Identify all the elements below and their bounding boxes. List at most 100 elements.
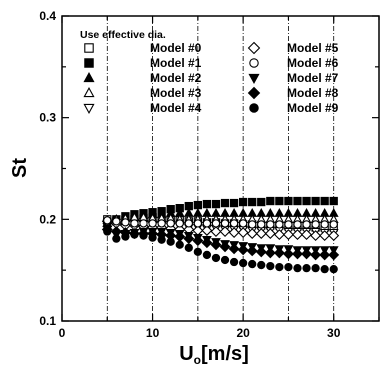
- data-point: [229, 257, 239, 267]
- data-point: [246, 228, 258, 240]
- data-point: [301, 229, 313, 241]
- data-point: [248, 259, 257, 269]
- data-point: [310, 230, 322, 242]
- data-point: [211, 199, 221, 209]
- x-axis-title-main: U: [179, 343, 193, 365]
- y-axis-title: St: [9, 158, 31, 178]
- data-point: [320, 220, 329, 229]
- x-tick-label: 10: [146, 326, 160, 340]
- data-point: [329, 196, 338, 206]
- data-point: [329, 220, 338, 229]
- data-point: [148, 233, 157, 242]
- data-point: [329, 264, 338, 274]
- data-point: [229, 219, 239, 228]
- data-point: [121, 232, 130, 241]
- data-point: [210, 226, 222, 237]
- legend-entry: Model #2: [83, 71, 202, 85]
- data-point: [166, 237, 175, 246]
- data-point: [319, 249, 331, 261]
- legend-label: Model #7: [287, 71, 339, 85]
- data-point: [220, 219, 230, 228]
- data-point: [175, 240, 184, 249]
- data-point: [184, 219, 193, 228]
- series-9: [103, 227, 338, 274]
- data-point: [257, 197, 266, 207]
- data-point: [275, 220, 284, 229]
- data-point: [202, 250, 212, 260]
- data-point: [193, 247, 203, 257]
- grid-lines: [106, 16, 335, 321]
- data-point: [130, 230, 139, 239]
- data-point: [320, 196, 329, 206]
- data-point: [246, 245, 258, 257]
- legend-entry: Model #5: [247, 41, 339, 55]
- y-tick-label: 0.4: [39, 9, 56, 23]
- data-point: [228, 243, 240, 255]
- data-point: [201, 237, 213, 249]
- data-point: [320, 264, 329, 274]
- series-6: [103, 216, 338, 229]
- data-point: [248, 197, 257, 207]
- data-point: [130, 219, 139, 228]
- data-point: [293, 220, 302, 229]
- legend-marker: [84, 58, 94, 68]
- legend-entry: Model #8: [247, 86, 339, 100]
- data-point: [255, 246, 267, 258]
- y-tick-label: 0.2: [39, 212, 56, 226]
- data-point: [121, 218, 130, 227]
- data-point: [284, 262, 293, 272]
- data-point: [202, 219, 212, 228]
- data-point: [229, 198, 239, 208]
- x-axis-title-subscript: o: [194, 353, 201, 367]
- legend-entry: Model #1: [84, 56, 202, 70]
- data-point: [302, 263, 311, 273]
- legend-entry: Model #4: [83, 101, 202, 115]
- legend-marker: [249, 58, 259, 68]
- x-axis-title-unit: [m/s]: [201, 343, 249, 365]
- data-point: [266, 261, 275, 271]
- data-point: [219, 241, 231, 253]
- legend-label: Model #9: [287, 101, 339, 115]
- data-point: [238, 258, 248, 268]
- data-point: [302, 220, 311, 229]
- legend-entry: Model #3: [83, 86, 202, 100]
- data-point: [166, 219, 175, 228]
- data-point: [273, 229, 285, 241]
- data-point: [310, 249, 322, 261]
- data-point: [292, 229, 303, 241]
- data-point: [292, 248, 303, 260]
- data-point: [284, 196, 293, 206]
- data-point: [311, 220, 320, 229]
- y-tick-label: 0.1: [39, 314, 56, 328]
- data-point: [193, 200, 203, 210]
- data-point: [220, 198, 230, 208]
- data-point: [139, 219, 148, 228]
- legend-marker: [247, 86, 261, 100]
- legend-label: Model #6: [287, 56, 339, 70]
- data-point: [193, 219, 203, 228]
- data-point: [266, 220, 275, 229]
- data-point: [275, 262, 284, 272]
- data-point: [219, 226, 231, 237]
- data-point: [282, 248, 294, 260]
- legend-entry: Model #7: [248, 71, 339, 85]
- data-point: [157, 219, 166, 228]
- annotation-text: Use effective dia.: [80, 29, 166, 41]
- data-point: [264, 228, 276, 240]
- legend-label: Model #0: [150, 41, 202, 55]
- legend-label: Model #5: [287, 41, 339, 55]
- data-point: [273, 247, 285, 259]
- data-point: [103, 216, 112, 225]
- data-point: [275, 196, 284, 206]
- data-points: [101, 196, 340, 274]
- data-point: [112, 234, 121, 243]
- legend-marker: [249, 103, 259, 113]
- data-point: [220, 255, 230, 265]
- legend-marker: [83, 87, 95, 98]
- legend-marker: [83, 72, 95, 83]
- data-point: [328, 249, 340, 261]
- data-point: [184, 243, 193, 252]
- data-point: [266, 196, 275, 206]
